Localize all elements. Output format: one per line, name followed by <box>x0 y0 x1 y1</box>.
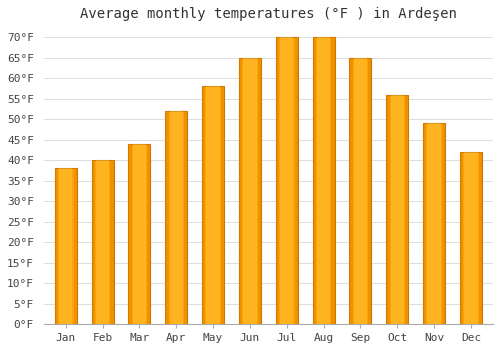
Bar <box>294 37 298 324</box>
Bar <box>147 144 150 324</box>
Bar <box>312 37 316 324</box>
Bar <box>54 168 58 324</box>
Bar <box>276 37 298 324</box>
Bar <box>390 94 404 324</box>
Title: Average monthly temperatures (°F ) in Ardeşen: Average monthly temperatures (°F ) in Ar… <box>80 7 457 21</box>
Bar <box>74 168 77 324</box>
Bar <box>128 144 132 324</box>
Bar <box>128 144 150 324</box>
Bar <box>239 58 242 324</box>
Bar <box>386 94 408 324</box>
Bar <box>317 37 330 324</box>
Bar <box>165 111 168 324</box>
Bar <box>423 123 426 324</box>
Bar <box>312 37 334 324</box>
Bar <box>276 37 279 324</box>
Bar <box>354 58 367 324</box>
Bar <box>59 168 72 324</box>
Bar <box>206 86 220 324</box>
Bar <box>350 58 352 324</box>
Bar <box>96 160 109 324</box>
Bar <box>92 160 114 324</box>
Bar <box>221 86 224 324</box>
Bar <box>184 111 188 324</box>
Bar <box>258 58 261 324</box>
Bar <box>478 152 482 324</box>
Bar <box>368 58 372 324</box>
Bar <box>386 94 390 324</box>
Bar <box>464 152 477 324</box>
Bar <box>54 168 77 324</box>
Bar <box>428 123 440 324</box>
Bar <box>202 86 224 324</box>
Bar <box>133 144 146 324</box>
Bar <box>92 160 95 324</box>
Bar <box>350 58 372 324</box>
Bar <box>405 94 408 324</box>
Bar <box>460 152 463 324</box>
Bar <box>239 58 261 324</box>
Bar <box>332 37 334 324</box>
Bar <box>460 152 482 324</box>
Bar <box>170 111 183 324</box>
Bar <box>280 37 293 324</box>
Bar <box>423 123 445 324</box>
Bar <box>244 58 256 324</box>
Bar <box>165 111 188 324</box>
Bar <box>110 160 114 324</box>
Bar <box>202 86 205 324</box>
Bar <box>442 123 445 324</box>
